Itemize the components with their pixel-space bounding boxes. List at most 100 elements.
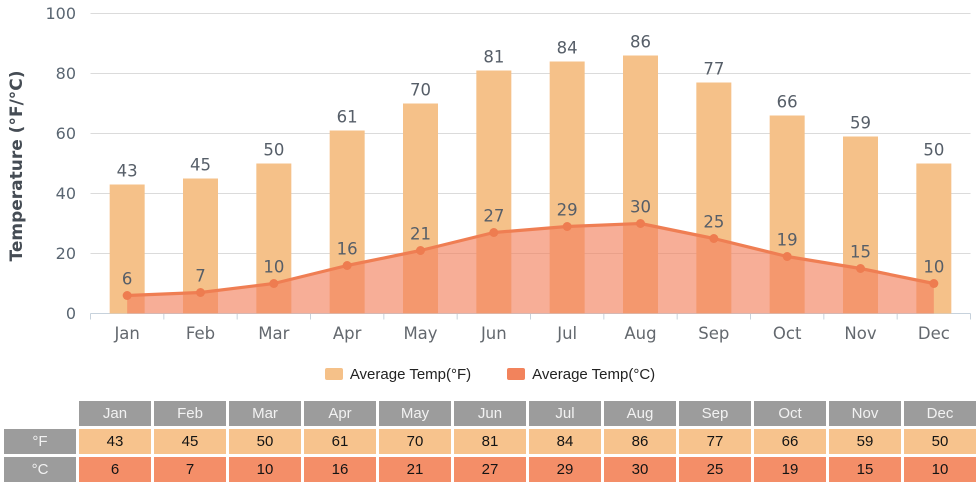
svg-text:86: 86	[630, 33, 651, 52]
svg-text:21: 21	[410, 225, 431, 244]
svg-text:6: 6	[122, 270, 133, 289]
svg-text:61: 61	[337, 108, 358, 127]
table-cell: 50	[904, 429, 976, 454]
x-axis	[90, 313, 971, 320]
x-category-labels: Jan Feb Mar Apr May Jun Jul Aug Sep Oct Nov Dec	[113, 324, 949, 343]
svg-text:Oct: Oct	[773, 324, 802, 343]
table-cell: 86	[604, 429, 676, 454]
svg-text:30: 30	[630, 198, 651, 217]
table-row: °C 6 7 10 16 21 27 29 30 25 19 15 10	[4, 457, 976, 482]
table-cell: 70	[379, 429, 451, 454]
svg-text:Sep: Sep	[698, 324, 729, 343]
svg-text:Mar: Mar	[258, 324, 289, 343]
marker-Feb	[196, 288, 205, 297]
row-label: °F	[4, 429, 76, 454]
svg-text:0: 0	[66, 304, 76, 323]
marker-Dec	[929, 279, 939, 288]
line-value-labels: 6 7 10 16 21 27 29 30 25 19 15 10	[122, 198, 944, 289]
table-cell: 59	[829, 429, 901, 454]
svg-text:40: 40	[56, 184, 76, 203]
column-header-apr: Apr	[304, 401, 376, 426]
marker-Jul	[562, 222, 572, 231]
column-header-aug: Aug	[604, 401, 676, 426]
svg-text:7: 7	[195, 267, 206, 286]
legend-label-f: Average Temp(°F)	[349, 365, 472, 383]
column-header-dec: Dec	[904, 401, 976, 426]
svg-text:84: 84	[557, 39, 578, 58]
chart-canvas: 0 20 40 60 80 100 Temperature (°F/°C) 43 45 50 61 7…	[7, 4, 971, 343]
svg-text:Apr: Apr	[333, 324, 362, 343]
svg-text:Nov: Nov	[844, 324, 876, 343]
column-header-sep: Sep	[679, 401, 751, 426]
column-header-nov: Nov	[829, 401, 901, 426]
svg-text:May: May	[403, 324, 437, 343]
svg-text:Jul: Jul	[556, 324, 577, 343]
table-row: °F 43 45 50 61 70 81 84 86 77 66 59 50	[4, 429, 976, 454]
line-series-avg-temp-c	[122, 219, 939, 314]
svg-text:Dec: Dec	[918, 324, 950, 343]
legend-swatch-f-icon	[324, 368, 343, 380]
svg-text:20: 20	[56, 244, 76, 263]
legend-swatch-c-icon	[507, 368, 526, 380]
svg-text:16: 16	[337, 240, 358, 259]
table-cell: 30	[604, 457, 676, 482]
legend-label-c: Average Temp(°C)	[532, 365, 656, 383]
table-cell: 43	[79, 429, 151, 454]
svg-text:43: 43	[117, 162, 138, 181]
column-header-oct: Oct	[754, 401, 826, 426]
table-cell: 19	[754, 457, 826, 482]
svg-text:70: 70	[410, 81, 431, 100]
table-cell: 21	[379, 457, 451, 482]
legend-item-avg-temp-f[interactable]: Average Temp(°F)	[324, 365, 472, 383]
y-axis-title: Temperature (°F/°C)	[7, 70, 27, 261]
svg-text:50: 50	[923, 141, 944, 160]
table-cell: 10	[904, 457, 976, 482]
column-header-jan: Jan	[79, 401, 151, 426]
table-cell: 15	[829, 457, 901, 482]
temperature-chart: 0 20 40 60 80 100 Temperature (°F/°C) 43 45 50 61 7…	[7, 4, 971, 343]
marker-Jan	[122, 291, 132, 300]
table-cell: 50	[229, 429, 301, 454]
marker-May	[416, 246, 425, 255]
column-header-jun: Jun	[454, 401, 526, 426]
svg-text:81: 81	[483, 48, 504, 67]
column-header-feb: Feb	[154, 401, 226, 426]
svg-text:80: 80	[56, 64, 76, 83]
marker-Jun	[489, 228, 499, 237]
svg-text:50: 50	[263, 141, 284, 160]
svg-text:45: 45	[190, 156, 211, 175]
row-label: °C	[4, 457, 76, 482]
table-cell: 84	[529, 429, 601, 454]
marker-Oct	[782, 252, 792, 261]
table-cell: 29	[529, 457, 601, 482]
table-cell: 45	[154, 429, 226, 454]
svg-text:Jun: Jun	[480, 324, 507, 343]
svg-text:29: 29	[557, 201, 578, 220]
table-cell: 6	[79, 457, 151, 482]
svg-text:Jan: Jan	[113, 324, 139, 343]
legend-item-avg-temp-c[interactable]: Average Temp(°C)	[507, 366, 655, 383]
table-corner-cell	[4, 401, 76, 426]
marker-Aug	[636, 219, 645, 228]
marker-Mar	[269, 279, 279, 288]
svg-text:27: 27	[483, 207, 504, 226]
table-cell: 10	[229, 457, 301, 482]
table-header-row: Jan Feb Mar Apr May Jun Jul Aug Sep Oct Nov Dec	[4, 401, 976, 426]
column-header-mar: Mar	[229, 401, 301, 426]
svg-text:60: 60	[56, 124, 76, 143]
area-fill	[127, 223, 934, 314]
monthly-temperature-table: Jan Feb Mar Apr May Jun Jul Aug Sep Oct Nov Dec °F 43…	[1, 398, 979, 485]
column-header-jul: Jul	[529, 401, 601, 426]
svg-text:10: 10	[263, 258, 284, 277]
table-cell: 16	[304, 457, 376, 482]
svg-text:19: 19	[777, 231, 798, 250]
marker-Nov	[856, 264, 865, 273]
marker-Apr	[342, 261, 352, 270]
table-cell: 77	[679, 429, 751, 454]
svg-text:66: 66	[777, 93, 798, 112]
table-cell: 66	[754, 429, 826, 454]
table-cell: 25	[679, 457, 751, 482]
svg-text:100: 100	[45, 4, 76, 23]
marker-Sep	[709, 234, 719, 243]
svg-text:Feb: Feb	[186, 324, 215, 343]
